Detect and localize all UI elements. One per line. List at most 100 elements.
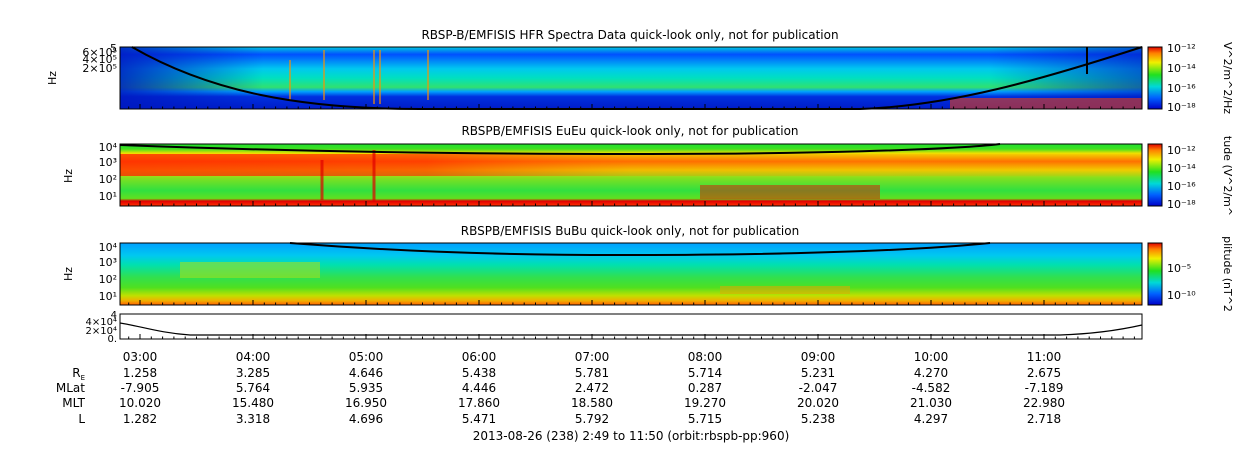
- panel-buu-hiss-patch: [180, 262, 320, 278]
- panel-hfr-cbar-tick: 10⁻¹⁸: [1167, 101, 1196, 114]
- panel-buu-cbar-tick: 10⁻⁵: [1167, 262, 1191, 275]
- ephemeris-value: 2.675: [1027, 366, 1061, 380]
- ephemeris-value: 2.472: [575, 381, 609, 395]
- panel-line-ytick: 4×10⁴: [86, 317, 117, 328]
- panel-buu-ytick: 10³: [99, 256, 117, 269]
- ephemeris-value: -2.047: [799, 381, 838, 395]
- ephemeris-value: 20.020: [797, 396, 839, 410]
- ephemeris-value: 5.935: [349, 381, 383, 395]
- ephemeris-value: 5.781: [575, 366, 609, 380]
- ephemeris-value: -7.189: [1025, 381, 1064, 395]
- panel-hfr-colorbar: [1147, 46, 1163, 110]
- panel-hfr-cbar-tick: 10⁻¹⁶: [1167, 82, 1196, 95]
- panel-euu-cbar-tick: 10⁻¹⁶: [1167, 180, 1196, 193]
- panel-euu-cyclotron-curve: [119, 143, 1001, 156]
- ephemeris-value: -7.905: [121, 381, 160, 395]
- time-tick-label: 06:00: [462, 350, 497, 364]
- panel-buu-cyclotron-curve: [289, 242, 991, 257]
- panel-line: 4 4×10⁴ 2×10⁴ 0.: [86, 310, 1143, 345]
- panel-euu-title: RBSPB/EMFISIS EuEu quick-look only, not …: [461, 124, 798, 138]
- ephemeris-value: 21.030: [910, 396, 952, 410]
- panel-euu-vertical-bursts: [320, 150, 376, 202]
- panel-euu-xticks: [128, 201, 1135, 206]
- panel-euu-low-band: [700, 185, 880, 199]
- ephemeris-value: 4.297: [914, 412, 948, 426]
- time-tick-label: 07:00: [575, 350, 610, 364]
- panel-buu-frame: [119, 242, 1143, 306]
- panel-euu-cbar-tick: 10⁻¹⁸: [1167, 198, 1196, 211]
- panel-hfr-frame: [119, 46, 1143, 110]
- panel-buu-title: RBSPB/EMFISIS BuBu quick-look only, not …: [461, 224, 799, 238]
- panel-buu-ytick: 10¹: [99, 290, 117, 303]
- ephemeris-value: 1.258: [123, 366, 157, 380]
- panel-hfr-title: RBSP-B/EMFISIS HFR Spectra Data quick-lo…: [421, 28, 838, 42]
- ephemeris-value: 2.718: [1027, 412, 1061, 426]
- panel-hfr-ylabel: Hz: [46, 71, 59, 85]
- panel-buu-ytick: 10⁴: [99, 241, 118, 254]
- panel-hfr-vertical-bursts: [289, 50, 429, 104]
- panel-buu-ytick: 10²: [99, 273, 117, 286]
- ephemeris-value: 16.950: [345, 396, 387, 410]
- ephemeris-value: 3.318: [236, 412, 270, 426]
- ephemeris-value: 0.287: [688, 381, 722, 395]
- time-tick-label: 03:00: [123, 350, 158, 364]
- ephemeris-value: 4.646: [349, 366, 383, 380]
- panel-hfr-cbar-tick: 10⁻¹⁴: [1167, 62, 1196, 75]
- ephemeris-value: 5.714: [688, 366, 722, 380]
- panel-euu-colorbar-label: tude (V^2/m^: [1221, 136, 1234, 216]
- panel-euu-cbar-tick: 10⁻¹⁴: [1167, 162, 1196, 175]
- ephemeris-value: -4.582: [912, 381, 951, 395]
- ephemeris-value: 5.438: [462, 366, 496, 380]
- ephemeris-value: 5.238: [801, 412, 835, 426]
- panel-buu-ylabel: Hz: [62, 267, 75, 281]
- panel-hfr-emission-band: [950, 98, 1142, 109]
- ephemeris-value: 5.471: [462, 412, 496, 426]
- ephemeris-value: 10.020: [119, 396, 161, 410]
- panel-euu: RBSPB/EMFISIS EuEu quick-look only, not …: [62, 124, 1234, 216]
- ephemeris-value: 1.282: [123, 412, 157, 426]
- ephemeris-row-label: L: [78, 412, 85, 426]
- ephemeris-value: 5.715: [688, 412, 722, 426]
- panel-euu-cbar-tick: 10⁻¹²: [1167, 144, 1196, 157]
- time-tick-label: 11:00: [1027, 350, 1062, 364]
- panel-hfr: RBSP-B/EMFISIS HFR Spectra Data quick-lo…: [46, 28, 1234, 114]
- x-axis-annotations: 03:00 04:00 05:00 06:00 07:00 08:00 09:00 10:00…: [56, 350, 1065, 443]
- panel-euu-frame: [119, 143, 1143, 207]
- ephemeris-row-label: RE: [72, 366, 85, 382]
- time-tick-label: 09:00: [801, 350, 836, 364]
- panel-line-ytick: 2×10⁴: [86, 326, 117, 337]
- ephemeris-value: 19.270: [684, 396, 726, 410]
- ephemeris-value: 3.285: [236, 366, 270, 380]
- panel-hfr-ytick: 2×10⁵: [82, 62, 117, 75]
- panel-buu-colorbar: [1147, 242, 1163, 306]
- panel-line-xticks: [128, 334, 1135, 339]
- time-tick-label: 08:00: [688, 350, 723, 364]
- ephemeris-value: 4.696: [349, 412, 383, 426]
- ephemeris-value: 5.792: [575, 412, 609, 426]
- footer-caption: 2013-08-26 (238) 2:49 to 11:50 (orbit:rb…: [473, 429, 790, 443]
- panel-euu-ytick: 10¹: [99, 190, 117, 203]
- panel-hfr-ytick: 6×10⁵: [82, 46, 117, 59]
- panel-buu-colorbar-label: plitude (nT^2: [1221, 236, 1234, 312]
- panel-line-ytick: 0.: [107, 334, 117, 345]
- ephemeris-value: 4.270: [914, 366, 948, 380]
- ephemeris-value: 18.580: [571, 396, 613, 410]
- ephemeris-value: 22.980: [1023, 396, 1065, 410]
- panel-buu-xticks: [128, 300, 1135, 305]
- panel-hfr-colorbar-label: V^2/m^2/Hz: [1221, 42, 1234, 114]
- ephemeris-row-label: MLT: [62, 396, 85, 410]
- time-tick-label: 04:00: [236, 350, 271, 364]
- time-labels: 03:00 04:00 05:00 06:00 07:00 08:00 09:00 10:00…: [123, 350, 1062, 364]
- time-tick-label: 10:00: [914, 350, 949, 364]
- ephemeris-row-label: MLat: [56, 381, 85, 395]
- ephemeris-value: 4.446: [462, 381, 496, 395]
- ephemeris-value: 5.231: [801, 366, 835, 380]
- panel-hfr-xticks: [128, 104, 1135, 109]
- ephemeris-values: 1.258 3.285 4.646 5.438 5.781 5.714 5.231 4.270…: [119, 366, 1065, 426]
- panel-euu-ytick: 10³: [99, 156, 117, 169]
- ephemeris-value: 15.480: [232, 396, 274, 410]
- panel-line-ytick-top: 4: [111, 310, 117, 321]
- time-tick-label: 05:00: [349, 350, 384, 364]
